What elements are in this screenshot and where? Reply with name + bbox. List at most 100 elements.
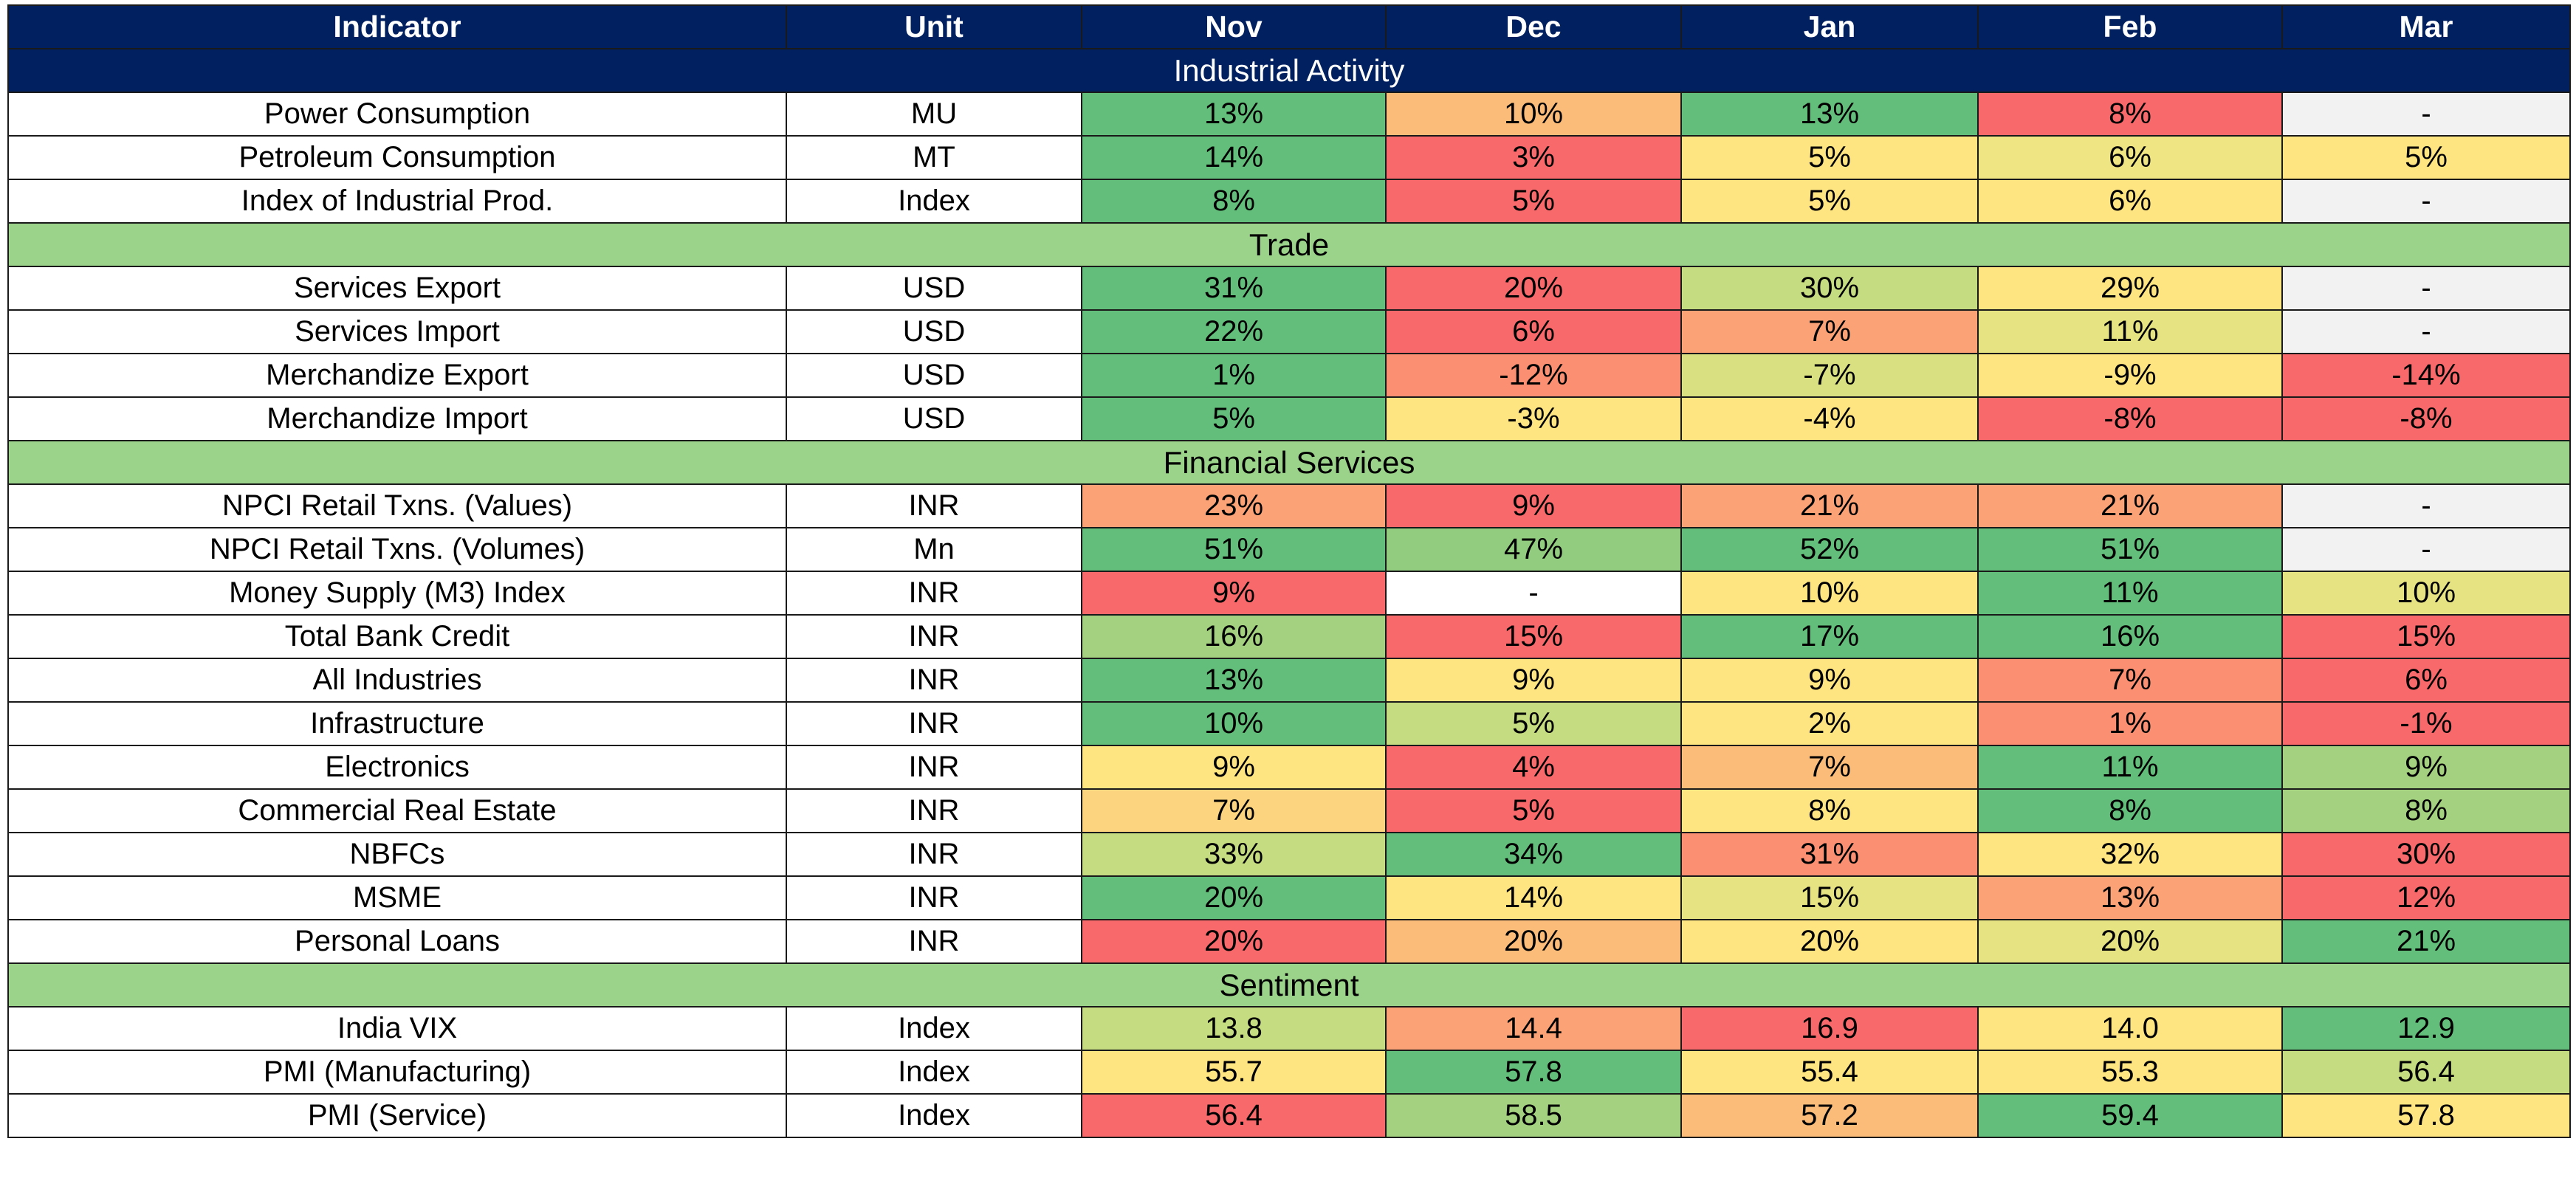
value-cell-dec[interactable]: 5% — [1385, 788, 1682, 833]
value-cell-dec[interactable]: - — [1385, 571, 1682, 616]
indicator-cell[interactable]: Electronics — [7, 745, 787, 790]
indicator-cell[interactable]: India VIX — [7, 1006, 787, 1051]
value-cell-nov[interactable]: 55.7 — [1081, 1050, 1387, 1095]
value-cell-nov[interactable]: 51% — [1081, 527, 1387, 572]
indicator-cell[interactable]: All Industries — [7, 658, 787, 703]
unit-cell[interactable]: INR — [786, 832, 1082, 877]
value-cell-mar[interactable]: 57.8 — [2281, 1093, 2571, 1138]
value-cell-jan[interactable]: 5% — [1680, 135, 1979, 180]
header-indicator[interactable]: Indicator — [7, 4, 787, 49]
value-cell-nov[interactable]: 33% — [1081, 832, 1387, 877]
value-cell-jan[interactable]: 21% — [1680, 483, 1979, 528]
unit-cell[interactable]: USD — [786, 353, 1082, 398]
value-cell-nov[interactable]: 20% — [1081, 875, 1387, 920]
value-cell-dec[interactable]: 14% — [1385, 875, 1682, 920]
indicator-cell[interactable]: Commercial Real Estate — [7, 788, 787, 833]
value-cell-mar[interactable]: 8% — [2281, 788, 2571, 833]
value-cell-feb[interactable]: 13% — [1977, 875, 2283, 920]
unit-cell[interactable]: MT — [786, 135, 1082, 180]
value-cell-mar[interactable]: 21% — [2281, 919, 2571, 964]
unit-cell[interactable]: USD — [786, 396, 1082, 441]
value-cell-mar[interactable]: - — [2281, 309, 2571, 354]
value-cell-nov[interactable]: 31% — [1081, 266, 1387, 311]
value-cell-dec[interactable]: 20% — [1385, 266, 1682, 311]
value-cell-jan[interactable]: 13% — [1680, 92, 1979, 137]
value-cell-dec[interactable]: 47% — [1385, 527, 1682, 572]
value-cell-feb[interactable]: 6% — [1977, 135, 2283, 180]
value-cell-nov[interactable]: 56.4 — [1081, 1093, 1387, 1138]
indicator-cell[interactable]: Total Bank Credit — [7, 614, 787, 659]
value-cell-dec[interactable]: -3% — [1385, 396, 1682, 441]
value-cell-jan[interactable]: -7% — [1680, 353, 1979, 398]
unit-cell[interactable]: USD — [786, 309, 1082, 354]
value-cell-nov[interactable]: 1% — [1081, 353, 1387, 398]
indicator-cell[interactable]: NPCI Retail Txns. (Values) — [7, 483, 787, 528]
value-cell-jan[interactable]: 10% — [1680, 571, 1979, 616]
value-cell-jan[interactable]: 16.9 — [1680, 1006, 1979, 1051]
value-cell-dec[interactable]: 9% — [1385, 483, 1682, 528]
value-cell-dec[interactable]: 5% — [1385, 701, 1682, 746]
unit-cell[interactable]: INR — [786, 745, 1082, 790]
value-cell-nov[interactable]: 5% — [1081, 396, 1387, 441]
value-cell-feb[interactable]: -8% — [1977, 396, 2283, 441]
header-month-mar[interactable]: Mar — [2281, 4, 2571, 49]
value-cell-nov[interactable]: 7% — [1081, 788, 1387, 833]
unit-cell[interactable]: Mn — [786, 527, 1082, 572]
indicator-cell[interactable]: Personal Loans — [7, 919, 787, 964]
value-cell-dec[interactable]: 4% — [1385, 745, 1682, 790]
value-cell-dec[interactable]: 57.8 — [1385, 1050, 1682, 1095]
value-cell-dec[interactable]: 34% — [1385, 832, 1682, 877]
value-cell-mar[interactable]: 56.4 — [2281, 1050, 2571, 1095]
value-cell-mar[interactable]: - — [2281, 527, 2571, 572]
value-cell-feb[interactable]: 14.0 — [1977, 1006, 2283, 1051]
unit-cell[interactable]: Index — [786, 1006, 1082, 1051]
value-cell-nov[interactable]: 16% — [1081, 614, 1387, 659]
value-cell-feb[interactable]: 51% — [1977, 527, 2283, 572]
value-cell-jan[interactable]: 9% — [1680, 658, 1979, 703]
unit-cell[interactable]: INR — [786, 788, 1082, 833]
value-cell-mar[interactable]: 30% — [2281, 832, 2571, 877]
value-cell-dec[interactable]: 20% — [1385, 919, 1682, 964]
value-cell-dec[interactable]: 3% — [1385, 135, 1682, 180]
value-cell-mar[interactable]: 9% — [2281, 745, 2571, 790]
header-month-nov[interactable]: Nov — [1081, 4, 1387, 49]
unit-cell[interactable]: Index — [786, 1050, 1082, 1095]
value-cell-mar[interactable]: 10% — [2281, 571, 2571, 616]
value-cell-feb[interactable]: 55.3 — [1977, 1050, 2283, 1095]
value-cell-dec[interactable]: 15% — [1385, 614, 1682, 659]
unit-cell[interactable]: INR — [786, 919, 1082, 964]
value-cell-jan[interactable]: 7% — [1680, 309, 1979, 354]
value-cell-jan[interactable]: 55.4 — [1680, 1050, 1979, 1095]
unit-cell[interactable]: INR — [786, 658, 1082, 703]
value-cell-mar[interactable]: -8% — [2281, 396, 2571, 441]
value-cell-nov[interactable]: 8% — [1081, 179, 1387, 224]
indicator-cell[interactable]: Merchandize Import — [7, 396, 787, 441]
value-cell-dec[interactable]: -12% — [1385, 353, 1682, 398]
value-cell-dec[interactable]: 14.4 — [1385, 1006, 1682, 1051]
indicator-cell[interactable]: Money Supply (M3) Index — [7, 571, 787, 616]
value-cell-dec[interactable]: 10% — [1385, 92, 1682, 137]
header-month-dec[interactable]: Dec — [1385, 4, 1682, 49]
value-cell-mar[interactable]: 6% — [2281, 658, 2571, 703]
value-cell-mar[interactable]: 15% — [2281, 614, 2571, 659]
indicator-cell[interactable]: PMI (Manufacturing) — [7, 1050, 787, 1095]
value-cell-feb[interactable]: 6% — [1977, 179, 2283, 224]
value-cell-mar[interactable]: - — [2281, 92, 2571, 137]
value-cell-dec[interactable]: 58.5 — [1385, 1093, 1682, 1138]
value-cell-jan[interactable]: 17% — [1680, 614, 1979, 659]
indicator-cell[interactable]: Power Consumption — [7, 92, 787, 137]
unit-cell[interactable]: INR — [786, 701, 1082, 746]
value-cell-nov[interactable]: 9% — [1081, 571, 1387, 616]
value-cell-nov[interactable]: 22% — [1081, 309, 1387, 354]
indicator-cell[interactable]: NPCI Retail Txns. (Volumes) — [7, 527, 787, 572]
value-cell-nov[interactable]: 13% — [1081, 92, 1387, 137]
value-cell-mar[interactable]: - — [2281, 179, 2571, 224]
value-cell-jan[interactable]: 5% — [1680, 179, 1979, 224]
indicator-cell[interactable]: Petroleum Consumption — [7, 135, 787, 180]
value-cell-jan[interactable]: 15% — [1680, 875, 1979, 920]
value-cell-jan[interactable]: -4% — [1680, 396, 1979, 441]
unit-cell[interactable]: Index — [786, 179, 1082, 224]
value-cell-feb[interactable]: 21% — [1977, 483, 2283, 528]
value-cell-mar[interactable]: -14% — [2281, 353, 2571, 398]
value-cell-mar[interactable]: 12.9 — [2281, 1006, 2571, 1051]
